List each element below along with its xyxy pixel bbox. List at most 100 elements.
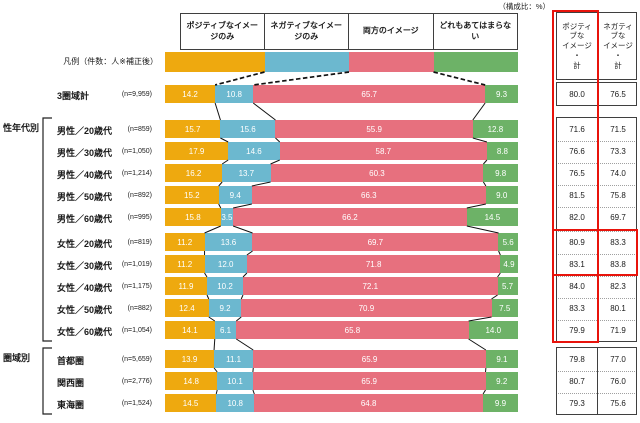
row-n-count[interactable]: (n=1,175) (121, 282, 152, 290)
bar-segment-positive-only[interactable]: 12.4 (165, 299, 209, 317)
negative-total-value[interactable]: 83.8 (610, 260, 626, 269)
row-label[interactable]: 男性／30歳代 (57, 148, 113, 158)
negative-total-value[interactable]: 69.7 (610, 213, 626, 222)
totals-table-dotted-divider[interactable] (558, 141, 635, 142)
row-label[interactable]: 3圏域計 (57, 91, 90, 101)
row-label[interactable]: 女性／50歳代 (57, 305, 113, 315)
bar-segment-negative-only[interactable]: 13.7 (222, 164, 271, 182)
stacked-bar[interactable]: 11.2 12.0 71.8 4.9 (165, 255, 518, 273)
stacked-bar[interactable]: 12.4 9.2 70.9 7.5 (165, 299, 518, 317)
bar-segment-negative-only[interactable]: 9.2 (208, 299, 242, 317)
bar-segment-none[interactable]: 8.8 (486, 142, 518, 160)
negative-total-value[interactable]: 75.6 (610, 399, 626, 408)
bar-segment-both[interactable]: 65.9 (252, 372, 486, 390)
bar-segment-none[interactable]: 9.3 (485, 85, 518, 103)
row-n-count[interactable]: (n=892) (127, 191, 152, 199)
positive-total-value[interactable]: 83.1 (569, 260, 585, 269)
positive-total-value[interactable]: 82.0 (569, 213, 585, 222)
bar-segment-both[interactable]: 65.8 (236, 321, 469, 339)
bar-segment-none[interactable]: 9.8 (483, 164, 518, 182)
bar-segment-positive-only[interactable]: 11.2 (165, 255, 205, 273)
totals-table[interactable]: 79.8 77.0 80.7 76.0 79.3 75.6 (556, 347, 637, 415)
stacked-bar[interactable]: 11.9 10.2 72.1 5.7 (165, 277, 518, 295)
positive-total-value[interactable]: 79.8 (569, 355, 585, 364)
row-n-count[interactable]: (n=5,659) (121, 355, 152, 363)
bar-segment-negative-only[interactable]: 12.0 (204, 255, 247, 273)
row-n-count[interactable]: (n=819) (127, 238, 152, 246)
bar-segment-none[interactable]: 5.7 (497, 277, 518, 295)
totals-table[interactable]: 80.0 76.5 (556, 82, 637, 106)
negative-total-value[interactable]: 82.3 (610, 282, 626, 291)
bar-segment-none[interactable]: 9.0 (485, 186, 518, 204)
negative-total-value[interactable]: 76.0 (610, 377, 626, 386)
bar-segment-positive-only[interactable]: 15.7 (165, 120, 221, 138)
row-label[interactable]: 女性／40歳代 (57, 283, 113, 293)
bar-segment-none[interactable]: 4.9 (500, 255, 518, 273)
bar-segment-none[interactable]: 7.5 (491, 299, 518, 317)
negative-total-value[interactable]: 71.9 (610, 326, 626, 335)
row-label[interactable]: 男性／60歳代 (57, 214, 113, 224)
negative-total-value[interactable]: 83.3 (610, 238, 626, 247)
row-label[interactable]: 男性／40歳代 (57, 170, 113, 180)
bar-segment-positive-only[interactable]: 14.5 (165, 394, 217, 412)
stacked-bar[interactable]: 15.7 15.6 55.9 12.8 (165, 120, 518, 138)
bar-segment-none[interactable]: 12.8 (472, 120, 518, 138)
row-n-count[interactable]: (n=882) (127, 304, 152, 312)
positive-total-value[interactable]: 80.0 (569, 90, 585, 99)
totals-table-dotted-divider[interactable] (558, 254, 635, 255)
positive-total-value[interactable]: 79.3 (569, 399, 585, 408)
positive-total-value[interactable]: 76.6 (569, 147, 585, 156)
bar-segment-both[interactable]: 65.7 (253, 85, 486, 103)
bar-segment-positive-only[interactable]: 14.1 (165, 321, 215, 339)
bar-segment-positive-only[interactable]: 11.9 (165, 277, 207, 295)
stacked-bar[interactable]: 15.8 3.5 66.2 14.5 (165, 208, 518, 226)
group-label[interactable]: 圏域別 (3, 353, 31, 363)
bar-segment-both[interactable]: 65.9 (253, 350, 486, 368)
bar-segment-both[interactable]: 71.8 (246, 255, 501, 273)
bar-segment-positive-only[interactable]: 14.8 (165, 372, 218, 390)
stacked-bar[interactable]: 14.1 6.1 65.8 14.0 (165, 321, 518, 339)
bar-segment-none[interactable]: 14.0 (468, 321, 518, 339)
bar-segment-both[interactable]: 70.9 (241, 299, 492, 317)
negative-total-value[interactable]: 75.8 (610, 191, 626, 200)
bar-segment-both[interactable]: 66.2 (233, 208, 467, 226)
bar-segment-both[interactable]: 72.1 (243, 277, 498, 295)
row-label[interactable]: 女性／30歳代 (57, 261, 113, 271)
bar-segment-both[interactable]: 64.8 (254, 394, 484, 412)
bar-segment-negative-only[interactable]: 6.1 (214, 321, 237, 339)
row-n-count[interactable]: (n=2,776) (121, 377, 152, 385)
totals-table-dotted-divider[interactable] (558, 207, 635, 208)
positive-total-value[interactable]: 80.7 (569, 377, 585, 386)
stacked-bar[interactable]: 17.9 14.6 58.7 8.8 (165, 142, 518, 160)
positive-total-value[interactable]: 80.9 (569, 238, 585, 247)
totals-table-dotted-divider[interactable] (558, 163, 635, 164)
row-label[interactable]: 関西圏 (57, 378, 85, 388)
bar-segment-none[interactable]: 9.9 (483, 394, 518, 412)
row-n-count[interactable]: (n=859) (127, 125, 152, 133)
positive-total-value[interactable]: 84.0 (569, 282, 585, 291)
bar-segment-negative-only[interactable]: 10.1 (217, 372, 253, 390)
bar-segment-negative-only[interactable]: 10.8 (216, 394, 255, 412)
positive-total-value[interactable]: 79.9 (569, 326, 585, 335)
row-n-count[interactable]: (n=1,524) (121, 399, 152, 407)
bar-segment-positive-only[interactable]: 15.8 (165, 208, 221, 226)
bar-segment-both[interactable]: 60.3 (270, 164, 484, 182)
row-n-count[interactable]: (n=1,019) (121, 260, 152, 268)
bar-segment-negative-only[interactable]: 15.6 (220, 120, 276, 138)
stacked-bar[interactable]: 16.2 13.7 60.3 9.8 (165, 164, 518, 182)
totals-table-dotted-divider[interactable] (558, 371, 635, 372)
negative-total-value[interactable]: 74.0 (610, 169, 626, 178)
row-label[interactable]: 女性／20歳代 (57, 239, 113, 249)
positive-total-value[interactable]: 71.6 (569, 125, 585, 134)
bar-segment-none[interactable]: 5.6 (498, 233, 518, 251)
negative-total-value[interactable]: 80.1 (610, 304, 626, 313)
totals-table-dotted-divider[interactable] (558, 185, 635, 186)
negative-total-value[interactable]: 71.5 (610, 125, 626, 134)
bar-segment-none[interactable]: 9.2 (485, 372, 518, 390)
group-label[interactable]: 性年代別 (3, 123, 40, 133)
bar-segment-both[interactable]: 55.9 (275, 120, 473, 138)
bar-segment-positive-only[interactable]: 11.2 (165, 233, 205, 251)
stacked-bar[interactable]: 14.8 10.1 65.9 9.2 (165, 372, 518, 390)
row-n-count[interactable]: (n=9,959) (121, 90, 152, 98)
row-n-count[interactable]: (n=995) (127, 213, 152, 221)
